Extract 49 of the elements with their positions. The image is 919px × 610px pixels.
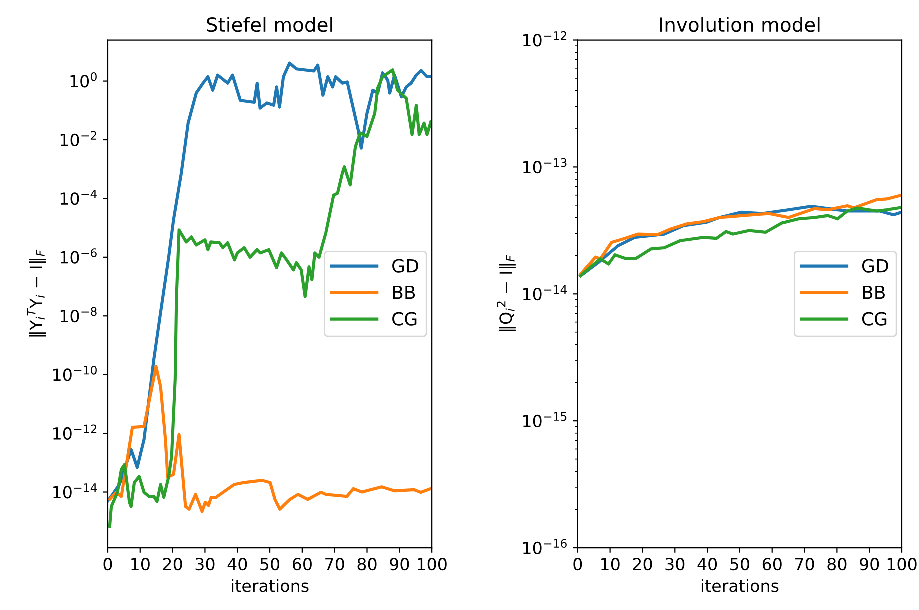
- y-tick-label: 10$^{0}$: [70, 72, 97, 88]
- y-tick-label: 10$^{−12}$: [524, 31, 567, 47]
- x-tick-label: 50: [730, 558, 750, 571]
- y-tick-label: 10$^{−12}$: [54, 424, 97, 440]
- y-tick-label: 10$^{−14}$: [524, 285, 568, 301]
- x-tick-label: 0: [574, 558, 582, 571]
- legend-label: GD: [392, 259, 418, 273]
- x-tick-label: 0: [104, 558, 112, 571]
- y-tick-label: 10$^{−13}$: [524, 158, 567, 174]
- chart-title: Involution model: [660, 17, 820, 32]
- legend-label: CG: [862, 312, 887, 326]
- x-axis-title: iterations: [232, 579, 309, 592]
- x-tick-label: 70: [796, 558, 814, 571]
- y-tick-label: 10$^{−15}$: [524, 412, 567, 428]
- y-axis-title: ‖Q$_{i}$$^{2}$ − I‖$_{F}$: [496, 255, 516, 332]
- x-tick-label: 30: [196, 558, 215, 571]
- x-tick-label: 50: [260, 558, 280, 571]
- x-tick-label: 100: [888, 558, 917, 571]
- y-axis-title: ‖Y$_{i}$$^{T}$Y$_{i}$ − I‖$_{F}$: [27, 250, 46, 337]
- legend-label: CG: [392, 312, 417, 326]
- legend-label: BB: [863, 286, 885, 300]
- x-tick-label: 10: [602, 558, 620, 571]
- x-tick-label: 90: [390, 558, 410, 571]
- x-tick-label: 20: [633, 558, 652, 571]
- y-tick-label: 10$^{−8}$: [60, 307, 97, 323]
- x-tick-label: 80: [828, 558, 847, 571]
- y-tick-label: 10$^{−2}$: [60, 131, 96, 146]
- y-tick-label: 10$^{−4}$: [60, 190, 98, 206]
- x-tick-label: 60: [762, 558, 782, 571]
- y-tick-label: 10$^{−16}$: [524, 539, 567, 554]
- x-tick-label: 90: [860, 558, 880, 571]
- x-tick-label: 100: [418, 558, 447, 571]
- x-axis-title: iterations: [702, 579, 779, 592]
- y-tick-label: 10$^{−14}$: [54, 484, 98, 499]
- line-series: [108, 365, 432, 514]
- line-series: [579, 194, 902, 276]
- legend-label: BB: [393, 286, 416, 300]
- x-tick-label: 30: [666, 558, 685, 571]
- y-tick-label: 10$^{−10}$: [54, 366, 97, 382]
- x-tick-label: 40: [228, 558, 248, 571]
- x-tick-label: 80: [358, 558, 377, 571]
- legend-label: GD: [862, 259, 888, 273]
- x-tick-label: 40: [698, 558, 718, 571]
- y-tick-label: 10$^{−6}$: [60, 248, 97, 264]
- x-tick-label: 20: [163, 558, 182, 571]
- x-tick-label: 60: [292, 558, 312, 571]
- x-tick-label: 10: [132, 558, 150, 571]
- chart-title: Stiefel model: [207, 17, 332, 32]
- x-tick-label: 70: [326, 558, 344, 571]
